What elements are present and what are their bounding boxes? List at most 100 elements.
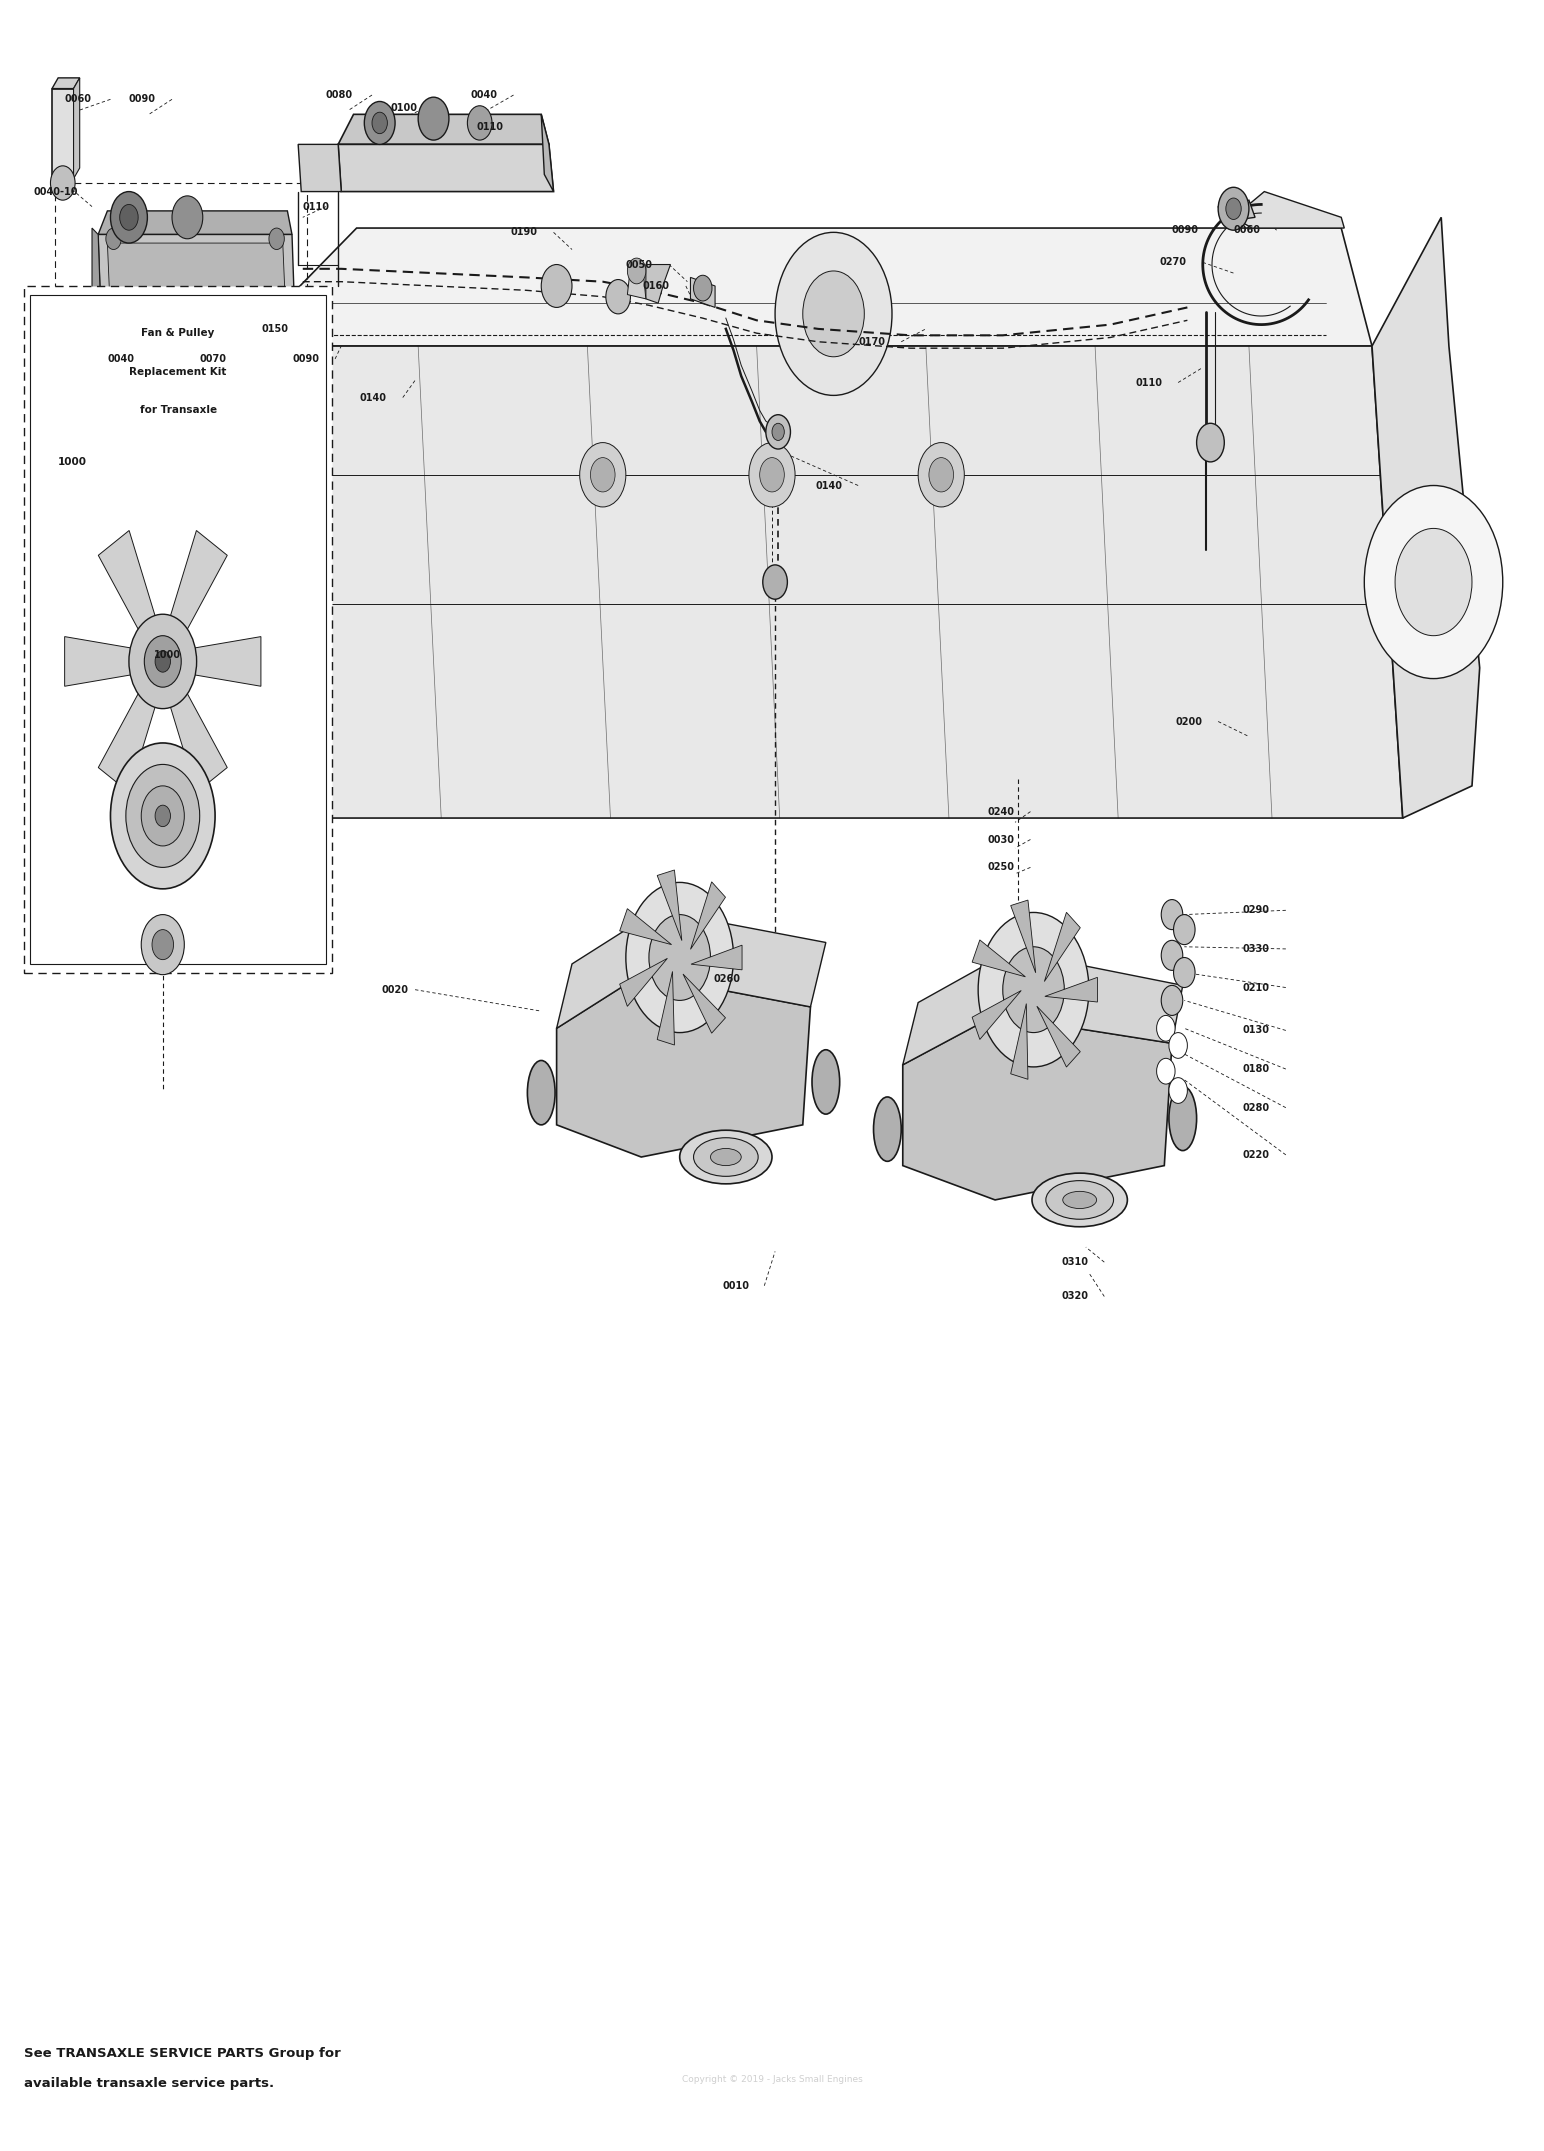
Text: 1000: 1000 [153,650,181,660]
Text: Replacement Kit: Replacement Kit [130,368,227,376]
Circle shape [766,415,791,450]
Text: 0090: 0090 [130,95,156,103]
Circle shape [627,258,645,284]
Text: 0140: 0140 [360,391,386,402]
Ellipse shape [679,1129,772,1183]
Polygon shape [658,869,682,940]
Circle shape [772,424,784,441]
Text: 0040-10: 0040-10 [34,187,79,196]
Circle shape [1173,957,1195,987]
Circle shape [979,912,1089,1067]
Polygon shape [682,974,726,1032]
Circle shape [542,265,571,308]
Circle shape [1396,529,1471,637]
Polygon shape [658,972,675,1045]
Polygon shape [74,77,80,179]
Polygon shape [52,88,74,179]
Polygon shape [1373,217,1479,817]
Circle shape [171,196,202,239]
Text: 0280: 0280 [1243,1103,1269,1112]
Polygon shape [93,228,102,325]
Text: 0270: 0270 [1160,258,1187,267]
Circle shape [107,228,122,250]
Polygon shape [1011,1005,1028,1080]
Text: 0180: 0180 [1243,1065,1269,1073]
Text: 0010: 0010 [723,1280,750,1291]
Polygon shape [298,144,341,191]
Text: 0110: 0110 [477,123,503,131]
Text: 0090: 0090 [1172,226,1200,234]
Text: 0110: 0110 [1135,379,1163,387]
Text: JACKS
SMALL ENGINES: JACKS SMALL ENGINES [703,759,841,792]
Polygon shape [903,1015,1172,1200]
Polygon shape [903,951,1183,1065]
Polygon shape [619,908,672,944]
Text: 0240: 0240 [987,807,1014,817]
Ellipse shape [1169,1086,1197,1151]
Polygon shape [52,77,80,88]
Circle shape [127,764,199,867]
Polygon shape [99,531,161,647]
Circle shape [51,166,76,200]
Ellipse shape [693,1138,758,1177]
Text: 0060: 0060 [1234,226,1260,234]
Polygon shape [108,243,286,316]
Polygon shape [1011,899,1036,972]
Text: 0260: 0260 [713,974,741,983]
Polygon shape [619,959,667,1007]
Circle shape [269,228,284,250]
Text: 0170: 0170 [858,338,885,346]
Polygon shape [1234,191,1345,228]
Text: 0190: 0190 [511,228,537,237]
Text: 0110: 0110 [303,202,330,211]
Polygon shape [241,228,1373,346]
Circle shape [1365,486,1502,678]
Polygon shape [690,277,715,308]
Circle shape [269,305,284,327]
Circle shape [605,280,630,314]
Text: 0210: 0210 [1243,983,1269,992]
Polygon shape [542,114,554,191]
Polygon shape [164,675,227,792]
Polygon shape [557,974,811,1157]
Polygon shape [1045,977,1098,1002]
Circle shape [929,458,954,493]
Text: 0310: 0310 [1061,1256,1089,1267]
Ellipse shape [528,1060,556,1125]
Bar [31,295,326,964]
Polygon shape [1044,912,1081,981]
Circle shape [1002,946,1064,1032]
Polygon shape [99,234,295,325]
Text: See TRANSAXLE SERVICE PARTS Group for: See TRANSAXLE SERVICE PARTS Group for [25,2048,341,2061]
Circle shape [1156,1015,1175,1041]
Ellipse shape [710,1149,741,1166]
Ellipse shape [1062,1192,1096,1209]
Circle shape [364,101,395,144]
Ellipse shape [1045,1181,1113,1220]
Polygon shape [645,265,670,303]
Circle shape [803,271,865,357]
Text: 0140: 0140 [815,480,841,490]
Text: 0080: 0080 [326,90,354,101]
Text: 0320: 0320 [1061,1291,1089,1301]
Polygon shape [690,882,726,949]
Circle shape [648,914,710,1000]
Polygon shape [1218,200,1255,222]
Text: Copyright © 2019 - Jacks Small Engines: Copyright © 2019 - Jacks Small Engines [681,2076,863,2084]
Text: 0070: 0070 [199,355,227,364]
Polygon shape [179,346,264,850]
Circle shape [579,443,625,508]
Polygon shape [241,346,1403,817]
Text: 0060: 0060 [65,95,91,103]
Polygon shape [179,637,261,686]
Ellipse shape [812,1050,840,1114]
Text: 0250: 0250 [987,863,1014,873]
Text: 0090: 0090 [292,355,320,364]
Polygon shape [99,211,292,234]
Circle shape [144,637,181,686]
Circle shape [141,914,184,974]
Polygon shape [692,944,743,970]
Polygon shape [973,989,1021,1039]
Circle shape [763,566,787,600]
Circle shape [151,929,173,959]
